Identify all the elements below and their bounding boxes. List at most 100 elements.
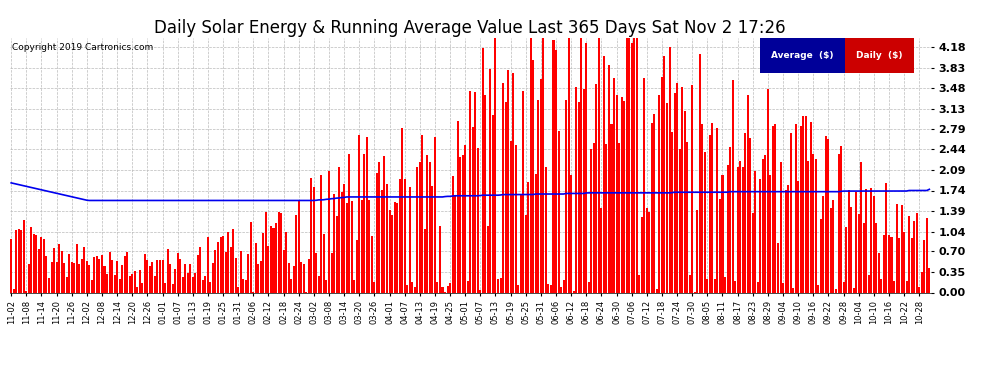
Bar [913,220,915,292]
Bar [543,38,545,292]
Bar [487,226,489,292]
Bar [787,185,789,292]
Bar [199,247,201,292]
Bar [507,70,509,292]
Bar [754,171,756,292]
Bar [28,264,30,292]
Bar [777,243,779,292]
Bar [142,284,144,292]
Bar [686,142,688,292]
Bar [722,176,724,292]
Bar [749,138,751,292]
Bar [926,217,928,292]
Bar [411,282,413,292]
Bar [567,38,569,292]
Bar [368,200,370,292]
Bar [98,260,100,292]
Bar [629,38,631,292]
Bar [764,155,766,292]
Bar [446,286,448,292]
Bar [494,38,496,292]
Bar [756,282,758,292]
Bar [661,77,663,292]
Bar [78,264,80,292]
Bar [310,178,312,292]
Bar [144,254,146,292]
Bar [530,38,532,292]
Bar [578,102,580,292]
Bar [500,278,502,292]
Bar [212,262,214,292]
Bar [341,192,343,292]
Bar [257,264,259,292]
Bar [505,102,507,292]
Bar [575,87,577,292]
Bar [929,268,931,292]
Bar [114,275,116,292]
Bar [53,248,55,292]
Bar [210,282,212,292]
Bar [552,40,554,292]
Bar [727,165,729,292]
Bar [182,276,184,292]
Bar [616,95,618,292]
Bar [132,274,134,292]
Bar [544,166,546,292]
Bar [31,227,33,292]
Bar [174,269,176,292]
Bar [828,139,830,292]
Bar [65,277,67,292]
Bar [166,249,168,292]
Bar [76,244,78,292]
Bar [477,148,479,292]
Bar [623,101,625,292]
Bar [815,159,817,292]
Bar [850,207,852,292]
Bar [318,276,320,292]
Bar [684,111,686,292]
Bar [560,287,562,292]
Bar [528,182,530,292]
Bar [68,254,70,292]
Bar [729,147,731,292]
Bar [15,230,17,292]
Bar [298,200,300,292]
Bar [648,211,650,292]
Bar [767,89,769,292]
Bar [260,261,262,292]
Bar [906,280,908,292]
Bar [857,214,859,292]
Bar [626,38,628,292]
Bar [46,256,48,292]
Bar [184,264,186,292]
Bar [673,93,675,292]
Bar [520,194,522,292]
Bar [873,196,875,292]
Bar [220,237,222,292]
Bar [903,232,905,292]
Bar [691,85,693,292]
Bar [540,79,542,292]
Bar [254,243,256,292]
Bar [88,265,90,292]
Bar [192,277,194,292]
Bar [663,56,665,292]
Bar [706,279,709,292]
Bar [336,216,338,292]
Bar [565,100,567,292]
Bar [245,280,247,292]
Bar [921,272,923,292]
Bar [399,179,401,292]
Bar [797,181,799,292]
Bar [885,183,887,292]
Bar [328,171,330,292]
Bar [650,123,652,292]
Bar [820,219,822,292]
Bar [639,275,641,292]
Bar [608,65,610,292]
Bar [790,133,792,292]
Bar [243,279,245,292]
Bar [300,262,302,292]
Bar [924,240,926,292]
Bar [91,280,93,292]
